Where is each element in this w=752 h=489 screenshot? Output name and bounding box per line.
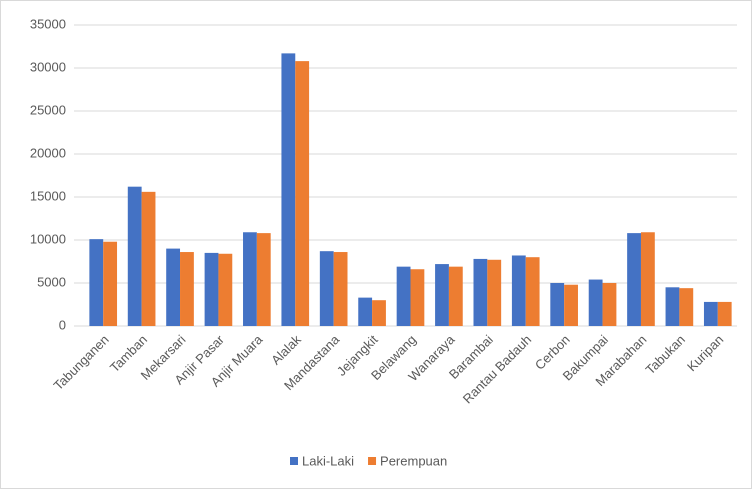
legend-label: Perempuan	[380, 453, 447, 468]
bar	[564, 284, 578, 326]
bar	[640, 232, 655, 326]
y-tick-label: 5000	[37, 274, 66, 289]
bar	[717, 301, 732, 326]
y-tick-label: 35000	[30, 16, 66, 31]
bar	[281, 53, 296, 326]
bar	[473, 258, 488, 326]
bar	[319, 251, 334, 326]
bar	[410, 269, 425, 326]
y-tick-label: 30000	[30, 59, 66, 74]
bar	[511, 255, 526, 326]
legend-swatch	[290, 457, 298, 465]
y-tick-label: 25000	[30, 102, 66, 117]
y-tick-label: 20000	[30, 145, 66, 160]
bar	[333, 252, 348, 326]
bar	[665, 287, 680, 326]
bar	[256, 233, 271, 326]
y-tick-label: 0	[59, 317, 66, 332]
bar	[204, 252, 219, 326]
bar	[487, 259, 502, 326]
bar	[627, 233, 641, 326]
bar	[435, 264, 449, 326]
bar	[396, 266, 411, 326]
bar	[588, 279, 603, 326]
bar	[525, 257, 540, 326]
bar	[166, 248, 181, 326]
bar	[679, 288, 694, 326]
bar	[550, 283, 565, 326]
legend-swatch	[368, 457, 377, 465]
bar	[218, 253, 233, 326]
bar	[602, 283, 617, 326]
bar	[127, 186, 142, 326]
bar	[448, 266, 463, 326]
bar	[89, 239, 104, 326]
bar	[372, 300, 386, 326]
bar	[295, 61, 310, 327]
y-tick-label: 15000	[30, 188, 66, 203]
y-tick-label: 10000	[30, 231, 66, 246]
bar	[180, 252, 194, 326]
bar	[141, 191, 156, 326]
bar	[358, 297, 373, 326]
bar	[243, 232, 257, 326]
bar	[703, 301, 718, 326]
bar	[103, 241, 118, 326]
legend-label: Laki-Laki	[302, 453, 354, 468]
